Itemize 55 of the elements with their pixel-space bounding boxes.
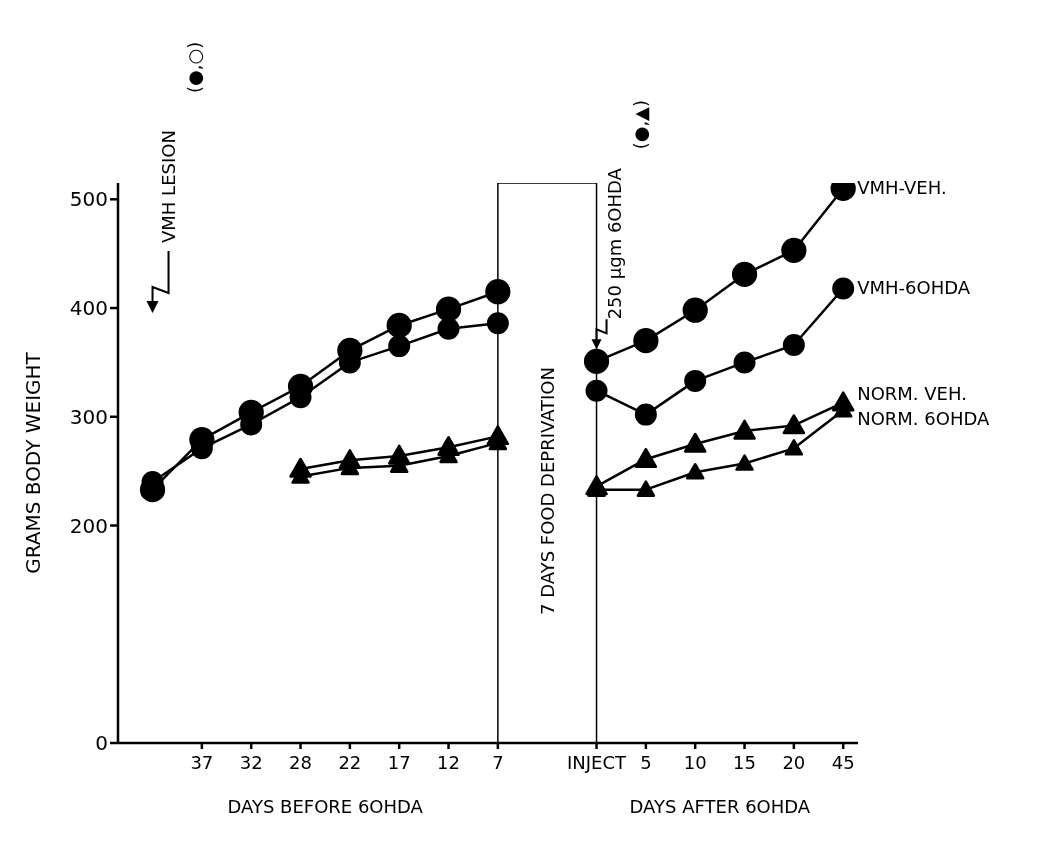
point [784,439,804,456]
x-axis-title: DAYS BEFORE 6OHDA [227,796,424,817]
point [634,447,658,468]
point [633,328,659,354]
series-label: VMH-6OHDA [857,277,971,299]
y-tick-label: 200 [69,513,108,538]
point [684,369,707,392]
point [683,432,707,453]
point [634,403,657,426]
series-label: NORM. VEH. [857,382,967,404]
point [583,348,610,374]
point [585,379,608,402]
point [782,334,805,357]
point [485,279,511,305]
text: DAYS AFTER 6OHDA [629,796,811,817]
x-tick-label: 5 [640,752,652,773]
text: (●,○) [183,41,205,93]
x-tick-label: 7 [492,752,504,773]
point [388,335,411,358]
x-tick-label: 20 [782,752,806,773]
point [486,312,509,335]
x-tick-label: 12 [437,752,460,773]
x-tick-label: 32 [239,752,263,773]
y-axis-title: GRAMS BODY WEIGHT [21,351,45,574]
y-tick-label: 300 [69,404,108,429]
point [781,237,807,264]
x-tick-label: 37 [190,752,214,773]
point [386,312,412,339]
point [735,454,754,471]
x-tick-label: 17 [387,752,411,773]
point [733,351,756,374]
text: (●,▲) [629,100,651,150]
annotation: 250 µgm 6OHDA [603,167,625,320]
y-tick-label: 0 [95,731,108,756]
point [437,317,460,340]
point [782,414,806,435]
x-tick-label: INJECT [567,752,628,773]
point [731,261,758,287]
x-tick-label: 15 [733,752,756,773]
annotation: VMH LESION [157,130,179,243]
point [733,419,756,440]
point [682,297,708,323]
y-tick-label: 500 [69,187,108,212]
x-tick-label: 45 [831,752,855,773]
point [832,277,855,300]
point [435,296,462,322]
x-tick-label: 10 [683,752,707,773]
point [685,462,705,480]
x-tick-label: 28 [289,752,312,773]
series-label: NORM. 6OHDA [857,408,991,430]
x-tick-label: 22 [338,752,362,773]
y-tick-label: 400 [69,296,108,321]
series-label: VMH-VEH. [857,177,947,199]
point [636,480,656,497]
band-label: 7 DAYS FOOD DEPRIVATION [537,367,559,615]
